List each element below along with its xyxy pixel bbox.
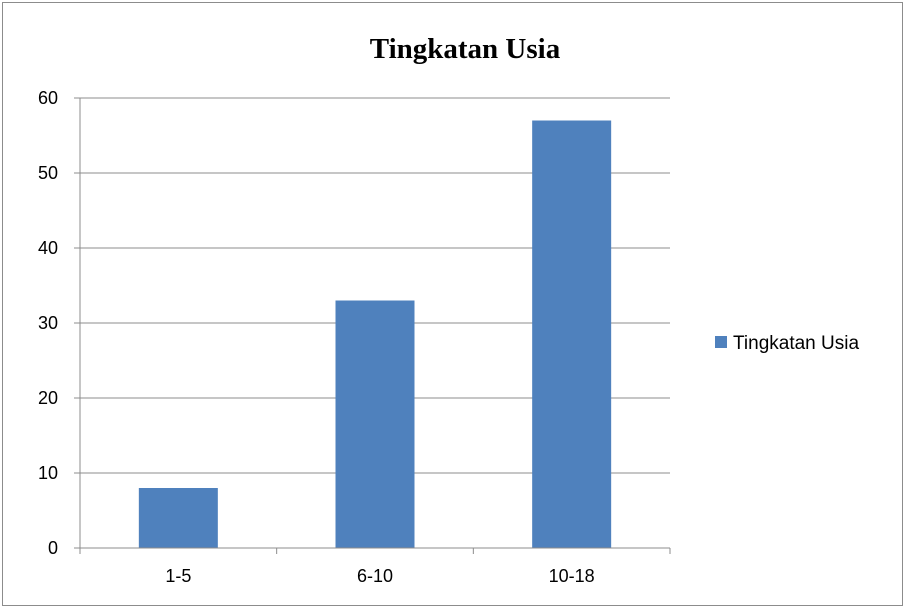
y-tick-label: 60 (38, 88, 58, 108)
bar-1-5 (138, 488, 218, 548)
bar-6-10 (335, 300, 415, 548)
y-tick-label: 40 (38, 238, 58, 258)
chart-title: Tingkatan Usia (370, 33, 561, 65)
y-tick-label: 20 (38, 388, 58, 408)
legend-label: Tingkatan Usia (733, 333, 859, 354)
legend-swatch (715, 336, 727, 348)
y-tick-label: 10 (38, 463, 58, 483)
y-tick-label: 30 (38, 313, 58, 333)
x-tick-labels: 1-5 6-10 10-18 (165, 566, 594, 586)
y-tick-labels: 0 10 20 30 40 50 60 (38, 88, 58, 558)
x-tick-label: 1-5 (165, 566, 191, 586)
bar-10-18 (532, 120, 612, 548)
x-tick-label: 10-18 (549, 566, 595, 586)
bars (138, 120, 612, 548)
axes (74, 97, 671, 554)
legend: Tingkatan Usia (715, 333, 859, 354)
x-tick-label: 6-10 (357, 566, 393, 586)
y-tick-label: 0 (48, 538, 58, 558)
y-tick-label: 50 (38, 163, 58, 183)
